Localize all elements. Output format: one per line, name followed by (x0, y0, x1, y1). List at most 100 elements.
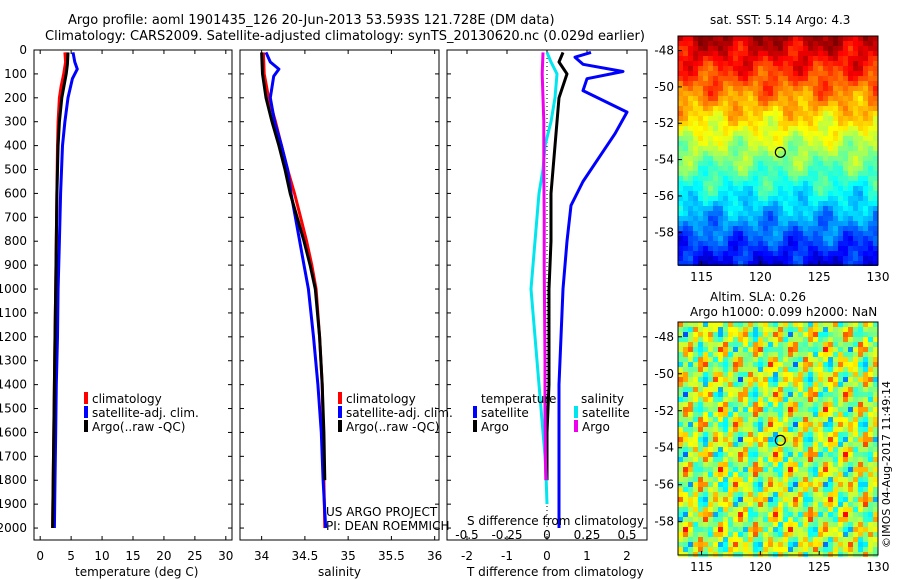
map-cell (773, 196, 778, 201)
map-cell (778, 76, 783, 81)
map-cell (818, 181, 823, 186)
map-cell (748, 81, 753, 86)
map-cell (773, 492, 778, 497)
map-cell (698, 542, 703, 547)
depth-tick-label: 700 (4, 210, 27, 224)
map-cell (753, 322, 758, 327)
map-cell (728, 106, 733, 111)
map-cell (738, 61, 743, 66)
map-cell (778, 447, 783, 452)
map-cell (843, 161, 848, 166)
map-cell (743, 532, 748, 537)
map-cell (723, 236, 728, 241)
map-cell (838, 462, 843, 467)
map-cell (793, 432, 798, 437)
x-tick-label: 2 (623, 549, 631, 563)
map-cell (778, 547, 783, 552)
map-cell (808, 41, 813, 46)
map-cell (778, 201, 783, 206)
map-cell (718, 151, 723, 156)
map-cell (788, 372, 793, 377)
map-cell (738, 71, 743, 76)
map-cell (798, 542, 803, 547)
map-cell (808, 221, 813, 226)
map-cell (773, 397, 778, 402)
map-cell (818, 81, 823, 86)
map-cell (853, 482, 858, 487)
map-cell (708, 196, 713, 201)
map-cell (718, 487, 723, 492)
map-cell (783, 477, 788, 482)
map-cell (843, 211, 848, 216)
map-cell (783, 181, 788, 186)
map-cell (823, 216, 828, 221)
map-cell (688, 432, 693, 437)
map-cell (753, 211, 758, 216)
map-cell (823, 91, 828, 96)
map-cell (748, 51, 753, 56)
map-cell (708, 141, 713, 146)
map-cell (833, 161, 838, 166)
map-cell (738, 251, 743, 256)
map-cell (743, 527, 748, 532)
map-cell (728, 206, 733, 211)
map-cell (743, 201, 748, 206)
map-cell (863, 532, 868, 537)
map-cell (838, 201, 843, 206)
map-cell (873, 111, 878, 116)
map-cell (753, 241, 758, 246)
map-cell (743, 241, 748, 246)
map-cell (788, 151, 793, 156)
map-cell (758, 156, 763, 161)
map-cell (728, 116, 733, 121)
map-cell (858, 337, 863, 342)
map-cell (833, 492, 838, 497)
map-cell (718, 357, 723, 362)
map-cell (868, 367, 873, 372)
map-cell (753, 126, 758, 131)
map-cell (858, 36, 863, 41)
map-cell (853, 186, 858, 191)
map-cell (703, 111, 708, 116)
map-cell (848, 86, 853, 91)
map-cell (868, 382, 873, 387)
map-cell (853, 136, 858, 141)
map-cell (688, 542, 693, 547)
map-cell (768, 452, 773, 457)
map-cell (838, 46, 843, 51)
map-cell (858, 156, 863, 161)
map-cell (693, 251, 698, 256)
map-cell (738, 392, 743, 397)
map-cell (703, 527, 708, 532)
map-cell (678, 51, 683, 56)
map-cell (758, 437, 763, 442)
map-cell (828, 507, 833, 512)
map-cell (863, 412, 868, 417)
map-cell (788, 322, 793, 327)
map-cell (728, 131, 733, 136)
map-cell (723, 201, 728, 206)
map-cell (698, 246, 703, 251)
map-cell (778, 81, 783, 86)
map-cell (808, 417, 813, 422)
map-cell (833, 221, 838, 226)
map-cell (728, 76, 733, 81)
map-cell (843, 487, 848, 492)
map-cell (768, 166, 773, 171)
map-cell (803, 206, 808, 211)
map-cell (748, 166, 753, 171)
map-cell (688, 392, 693, 397)
map-cell (688, 256, 693, 261)
map-cell (803, 226, 808, 231)
map-cell (813, 236, 818, 241)
map-cell (873, 206, 878, 211)
map-cell (743, 66, 748, 71)
map-cell (693, 452, 698, 457)
map-cell (713, 46, 718, 51)
map-cell (803, 517, 808, 522)
map-cell (708, 492, 713, 497)
map-cell (813, 191, 818, 196)
map-cell (848, 236, 853, 241)
map-cell (848, 141, 853, 146)
map-cell (698, 467, 703, 472)
